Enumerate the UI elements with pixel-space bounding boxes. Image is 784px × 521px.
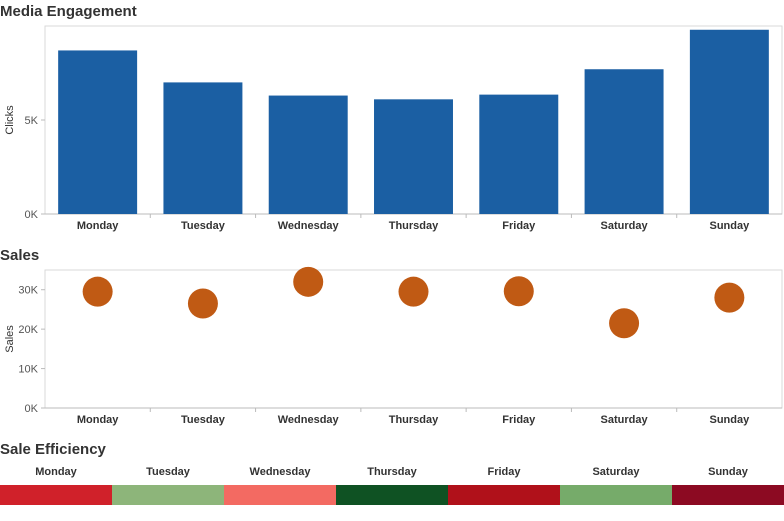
sales-point-monday <box>82 276 113 307</box>
clicks-bar-saturday <box>584 69 664 214</box>
clicks-x-label-saturday: Saturday <box>601 220 649 232</box>
sales-title: Sales <box>0 247 40 264</box>
clicks-y-tick-label: 0K <box>25 209 39 221</box>
sales-x-label-saturday: Saturday <box>601 414 649 426</box>
sales-y-tick-label: 10K <box>18 364 38 376</box>
clicks-x-label-wednesday: Wednesday <box>278 220 340 232</box>
clicks-x-label-monday: Monday <box>77 220 119 232</box>
media-engagement-chart: 0K 5K Clicks Monday Tuesday Wednesday Thursday… <box>4 25 783 232</box>
clicks-y-axis-label: Clicks <box>4 105 16 135</box>
sales-point-sunday <box>714 282 745 313</box>
efficiency-label-wednesday: Wednesday <box>249 466 311 478</box>
sales-point-tuesday <box>187 288 218 319</box>
media-engagement-title: Media Engagement <box>0 3 137 20</box>
clicks-x-label-friday: Friday <box>502 220 536 232</box>
efficiency-label-monday: Monday <box>35 466 77 478</box>
sales-point-saturday <box>609 308 640 339</box>
efficiency-cell-tuesday <box>112 485 224 505</box>
efficiency-cell-wednesday <box>224 485 336 505</box>
efficiency-cell-saturday <box>560 485 672 505</box>
sales-y-axis-label: Sales <box>4 325 16 353</box>
efficiency-label-saturday: Saturday <box>592 466 640 478</box>
sales-chart: 0K 10K 20K 30K Sales Monday Tuesday Wednesday Th… <box>4 266 783 426</box>
efficiency-label-thursday: Thursday <box>367 466 417 478</box>
clicks-bar-friday <box>479 94 559 214</box>
sales-point-friday <box>503 276 534 307</box>
efficiency-label-sunday: Sunday <box>708 466 748 478</box>
clicks-bar-tuesday <box>163 82 243 215</box>
sales-x-label-thursday: Thursday <box>389 414 439 426</box>
efficiency-label-tuesday: Tuesday <box>146 466 190 478</box>
sales-x-label-tuesday: Tuesday <box>181 414 226 426</box>
sales-point-wednesday <box>293 266 324 297</box>
sales-x-label-wednesday: Wednesday <box>278 414 340 426</box>
clicks-x-label-thursday: Thursday <box>389 220 439 232</box>
sales-y-tick-label: 30K <box>18 285 38 297</box>
efficiency-cell-thursday <box>336 485 448 505</box>
sale-efficiency-title: Sale Efficiency <box>0 441 106 458</box>
sales-x-label-sunday: Sunday <box>709 414 750 426</box>
clicks-bar-sunday <box>689 29 769 215</box>
clicks-bar-wednesday <box>268 95 348 214</box>
sales-x-label-friday: Friday <box>502 414 536 426</box>
clicks-x-label-tuesday: Tuesday <box>181 220 226 232</box>
clicks-bar-thursday <box>374 99 453 214</box>
efficiency-label-friday: Friday <box>487 466 521 478</box>
efficiency-cell-friday <box>448 485 560 505</box>
sale-efficiency-heatmap <box>0 485 784 505</box>
clicks-y-tick-label: 5K <box>25 115 39 127</box>
sales-point-thursday <box>398 276 429 307</box>
efficiency-cell-monday <box>0 485 112 505</box>
sales-y-tick-label: 0K <box>25 403 39 415</box>
clicks-bar-monday <box>58 50 138 214</box>
clicks-x-label-sunday: Sunday <box>709 220 750 232</box>
sales-y-tick-label: 20K <box>18 324 38 336</box>
sales-x-label-monday: Monday <box>77 414 119 426</box>
sale-efficiency-labels: Monday Tuesday Wednesday Thursday Friday Satu… <box>0 466 784 482</box>
efficiency-cell-sunday <box>672 485 784 505</box>
